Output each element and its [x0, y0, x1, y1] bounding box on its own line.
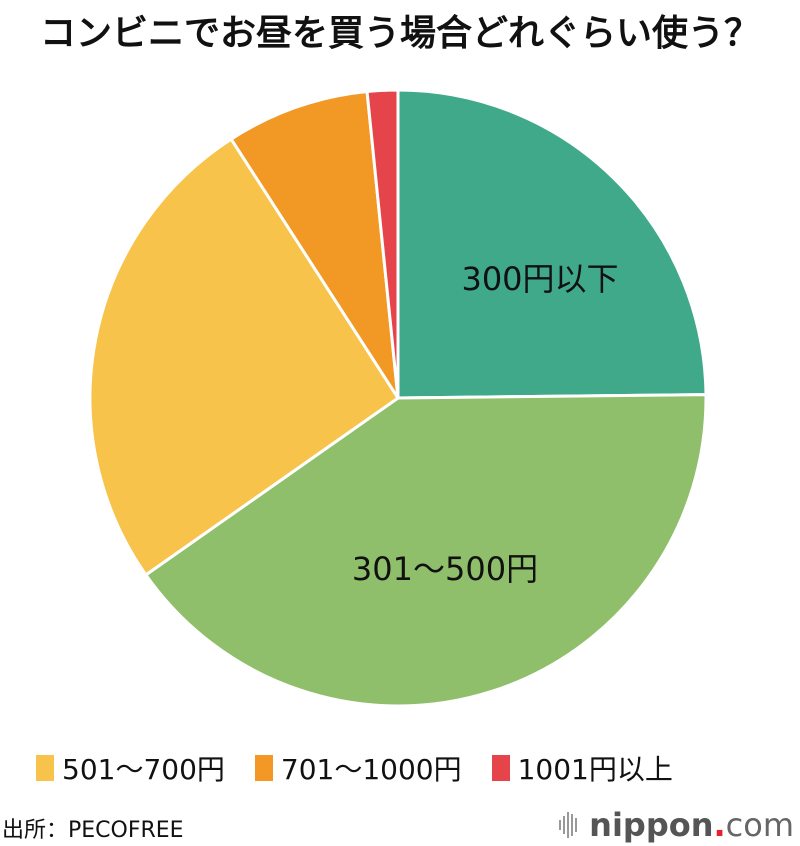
logo-bars-icon: [559, 812, 579, 838]
brand-dot: .: [713, 806, 726, 844]
legend-label: 701〜1000円: [280, 753, 462, 786]
legend-label: 1001円以上: [517, 753, 673, 786]
pie-slice: [143, 393, 708, 708]
pie-slice: [365, 88, 400, 399]
slice-label: 300円以下: [461, 260, 618, 298]
chart-title: コンビニでお昼を買う場合どれぐらい使う？: [39, 13, 760, 54]
legend-item-1001-plus: 1001円以上: [491, 748, 673, 788]
legend-swatch-yellow: [36, 755, 54, 781]
source-note: 出所：PECOFREE: [2, 818, 184, 843]
legend: 501〜700円 701〜1000円 1001円以上: [36, 748, 703, 788]
legend-swatch-red: [491, 755, 510, 781]
brand-name: nippon: [589, 806, 714, 844]
pie-slice: [88, 137, 401, 577]
legend-item-701-1000: 701〜1000円: [254, 748, 462, 788]
nippon-com-logo: nippon. com: [559, 806, 794, 844]
brand-suffix: com: [725, 806, 794, 844]
pie-slice: [396, 88, 708, 400]
slice-label: 301〜500円: [352, 550, 538, 588]
legend-item-501-700: 501〜700円: [36, 748, 225, 788]
pie-slice: [229, 89, 400, 399]
legend-swatch-orange: [254, 755, 273, 781]
legend-label: 501〜700円: [62, 753, 225, 786]
